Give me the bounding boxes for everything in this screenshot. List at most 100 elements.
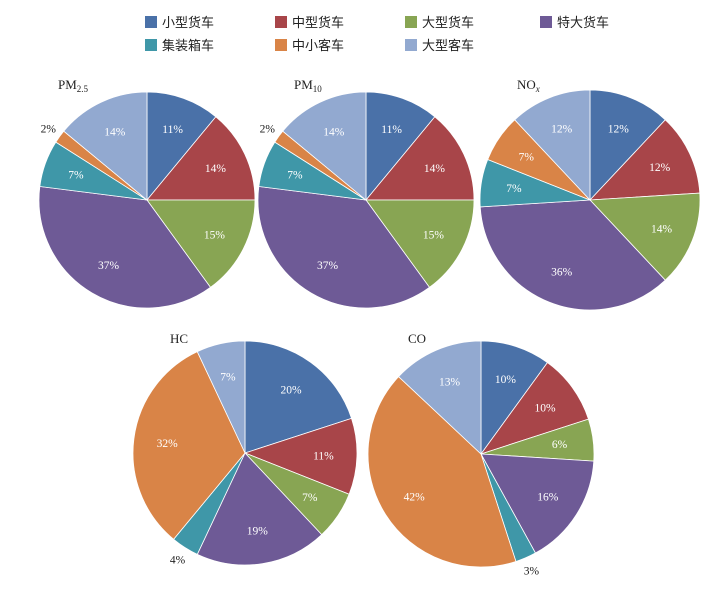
pie-slice bbox=[146, 91, 217, 202]
pie-chart: PM2.5 11% 14% 15% 37% 7% 2% 14% bbox=[38, 77, 256, 309]
pie-slice bbox=[132, 351, 246, 540]
slice-label: 7% bbox=[287, 169, 303, 181]
slice-label: 14% bbox=[205, 163, 227, 175]
legend-item: 小型货车 bbox=[145, 15, 214, 31]
legend-label: 中小客车 bbox=[292, 38, 344, 54]
chart-title-base: PM bbox=[294, 77, 313, 92]
legend-label: 集装箱车 bbox=[162, 38, 214, 54]
pie-slice bbox=[257, 186, 431, 309]
pie-slice bbox=[282, 91, 367, 201]
chart-title: PM2.5 bbox=[58, 77, 89, 94]
slice-label: 11% bbox=[162, 124, 183, 136]
slice-label: 14% bbox=[424, 163, 446, 175]
slice-label: 10% bbox=[495, 374, 517, 386]
slice-label: 6% bbox=[552, 439, 568, 451]
legend-swatch bbox=[275, 39, 287, 51]
chart-title-base: PM bbox=[58, 77, 77, 92]
slice-label: 11% bbox=[313, 451, 334, 463]
pie-slice bbox=[365, 116, 475, 201]
legend-swatch bbox=[405, 16, 417, 28]
slice-label: 7% bbox=[519, 152, 535, 164]
chart-title-base: CO bbox=[408, 331, 426, 346]
legend-swatch bbox=[275, 16, 287, 28]
pie-slice bbox=[365, 199, 475, 288]
slice-label: 36% bbox=[551, 267, 573, 279]
legend-swatch bbox=[405, 39, 417, 51]
chart-title: CO bbox=[408, 331, 426, 346]
chart-title-base: NO bbox=[517, 77, 536, 92]
slice-label: 19% bbox=[247, 525, 269, 537]
slice-label: 10% bbox=[534, 403, 556, 415]
legend-item: 集装箱车 bbox=[145, 38, 214, 54]
pie-chart: CO 10% 10% 6% 16% 3% 42% 13% bbox=[367, 331, 595, 578]
pie-slice bbox=[244, 340, 353, 454]
slice-label: 12% bbox=[608, 123, 630, 135]
pie-slice bbox=[146, 116, 256, 201]
slice-label: 14% bbox=[651, 223, 673, 235]
legend-item: 中小客车 bbox=[275, 38, 344, 54]
pie-slice bbox=[589, 89, 666, 202]
pie-slice bbox=[479, 362, 589, 455]
chart-title-subscript: 10 bbox=[313, 84, 323, 94]
chart-title: PM10 bbox=[294, 77, 322, 94]
slice-label: 7% bbox=[220, 372, 236, 384]
chart-title-subscript: 2.5 bbox=[77, 84, 89, 94]
pie-slice bbox=[243, 417, 358, 495]
pie-slice bbox=[514, 89, 591, 202]
legend-item: 中型货车 bbox=[275, 15, 344, 31]
slice-label: 13% bbox=[439, 376, 461, 388]
legend-label: 特大货车 bbox=[557, 15, 609, 31]
legend-item: 大型客车 bbox=[405, 38, 474, 54]
pie-slice bbox=[196, 340, 246, 454]
slice-label: 7% bbox=[506, 183, 522, 195]
pie-slice bbox=[63, 91, 148, 201]
pie-slice bbox=[479, 199, 666, 311]
slice-label: 2% bbox=[260, 123, 276, 135]
pie-slice bbox=[589, 192, 701, 281]
pie-slice bbox=[146, 199, 256, 288]
pie-slice bbox=[38, 186, 212, 309]
slice-label: 11% bbox=[381, 124, 402, 136]
pie-slice bbox=[480, 453, 595, 554]
pie-chart: NOx 12% 12% 14% 36% 7% 7% 12% bbox=[479, 77, 701, 311]
pie-chart: HC 20% 11% 7% 19% 4% 32% 7% bbox=[132, 331, 358, 566]
pie-slice bbox=[196, 452, 323, 566]
pie-chart: PM10 11% 14% 15% 37% 7% 2% 14% bbox=[257, 77, 475, 309]
legend-item: 特大货车 bbox=[540, 15, 609, 31]
slice-label: 2% bbox=[41, 123, 57, 135]
slice-label: 37% bbox=[317, 260, 339, 272]
chart-title-base: HC bbox=[170, 331, 188, 346]
slice-label: 37% bbox=[98, 260, 120, 272]
pie-slice bbox=[398, 340, 482, 455]
slice-label: 15% bbox=[204, 229, 226, 241]
slice-label: 7% bbox=[302, 492, 318, 504]
slice-label: 20% bbox=[281, 385, 303, 397]
slice-label: 14% bbox=[323, 127, 345, 139]
legend-label: 中型货车 bbox=[292, 15, 344, 31]
slice-label: 3% bbox=[524, 566, 540, 578]
slice-label: 32% bbox=[157, 438, 179, 450]
slice-label: 7% bbox=[68, 169, 84, 181]
legend-label: 小型货车 bbox=[162, 15, 214, 31]
slice-label: 12% bbox=[649, 162, 671, 174]
pie-slice bbox=[589, 119, 701, 201]
pie-charts: PM2.511%14%15%37%7%2% 14%PM1011%14%15%37%… bbox=[38, 77, 701, 578]
legend-swatch bbox=[540, 16, 552, 28]
legend-label: 大型货车 bbox=[422, 15, 474, 31]
slice-label: 4% bbox=[170, 554, 186, 566]
legend-swatch bbox=[145, 16, 157, 28]
legend-label: 大型客车 bbox=[422, 38, 474, 54]
chart-title-subscript: x bbox=[535, 84, 540, 94]
legend-item: 大型货车 bbox=[405, 15, 474, 31]
chart-title: NOx bbox=[517, 77, 540, 94]
slice-label: 14% bbox=[104, 127, 126, 139]
pie-slice bbox=[367, 376, 517, 568]
slice-label: 15% bbox=[423, 229, 445, 241]
pie-slice bbox=[365, 91, 436, 202]
slice-label: 42% bbox=[404, 491, 426, 503]
pie-slice bbox=[480, 340, 548, 456]
legend-swatch bbox=[145, 39, 157, 51]
chart-title: HC bbox=[170, 331, 188, 346]
